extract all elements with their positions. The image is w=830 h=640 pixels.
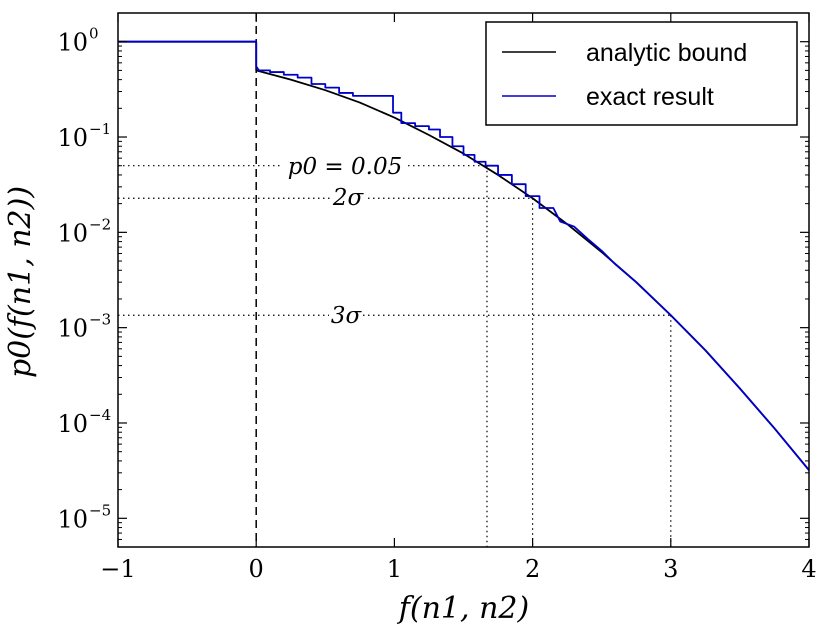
- y-axis-label: p0(f(n1, n2)): [3, 186, 38, 378]
- y-tick-label-1: 10: [57, 124, 88, 152]
- y-tick-label-3: 10: [57, 315, 88, 343]
- y-tick-exponent-1: −1: [89, 120, 111, 138]
- y-tick-exponent-2: −2: [89, 215, 111, 233]
- annotation-label-0: p0 = 0.05: [288, 154, 402, 180]
- x-tick-label-2: 1: [387, 555, 402, 583]
- series-line-exact-result: [118, 40, 809, 471]
- plot-layer: p0 = 0.05 2σ 3σ: [117, 12, 810, 548]
- x-tick-label-1: 0: [249, 555, 264, 583]
- annotation-label-1: 2σ: [332, 185, 365, 211]
- x-ticks: −1 0 1 2 3 4: [100, 13, 817, 583]
- annotation-bg-0: [282, 154, 408, 180]
- y-tick-label-4: 10: [57, 410, 88, 438]
- legend-label-exact-result: exact result: [586, 83, 714, 111]
- annotation-bg-1: [331, 185, 365, 211]
- y-tick-exponent-3: −3: [89, 311, 111, 329]
- x-tick-label-0: −1: [100, 555, 135, 583]
- y-tick-exponent-5: −5: [89, 501, 111, 519]
- x-axis-label: f(n1, n2): [397, 591, 529, 626]
- y-tick-label-2: 10: [57, 219, 88, 247]
- y-tick-label-5: 10: [57, 505, 88, 533]
- legend-frame: [485, 21, 798, 126]
- x-tick-label-3: 2: [525, 555, 540, 583]
- y-tick-exponent-0: 0: [89, 25, 99, 43]
- x-tick-label-4: 3: [663, 555, 678, 583]
- x-tick-label-5: 4: [801, 555, 816, 583]
- legend: analytic bound exact result: [485, 21, 798, 126]
- y-tick-label-0: 10: [57, 29, 88, 57]
- legend-label-analytic-bound: analytic bound: [586, 39, 747, 67]
- annotation-bg-2: [329, 303, 363, 329]
- annotation-label-2: 3σ: [331, 303, 363, 329]
- y-tick-exponent-4: −4: [89, 406, 111, 424]
- plot-frame: [117, 12, 810, 548]
